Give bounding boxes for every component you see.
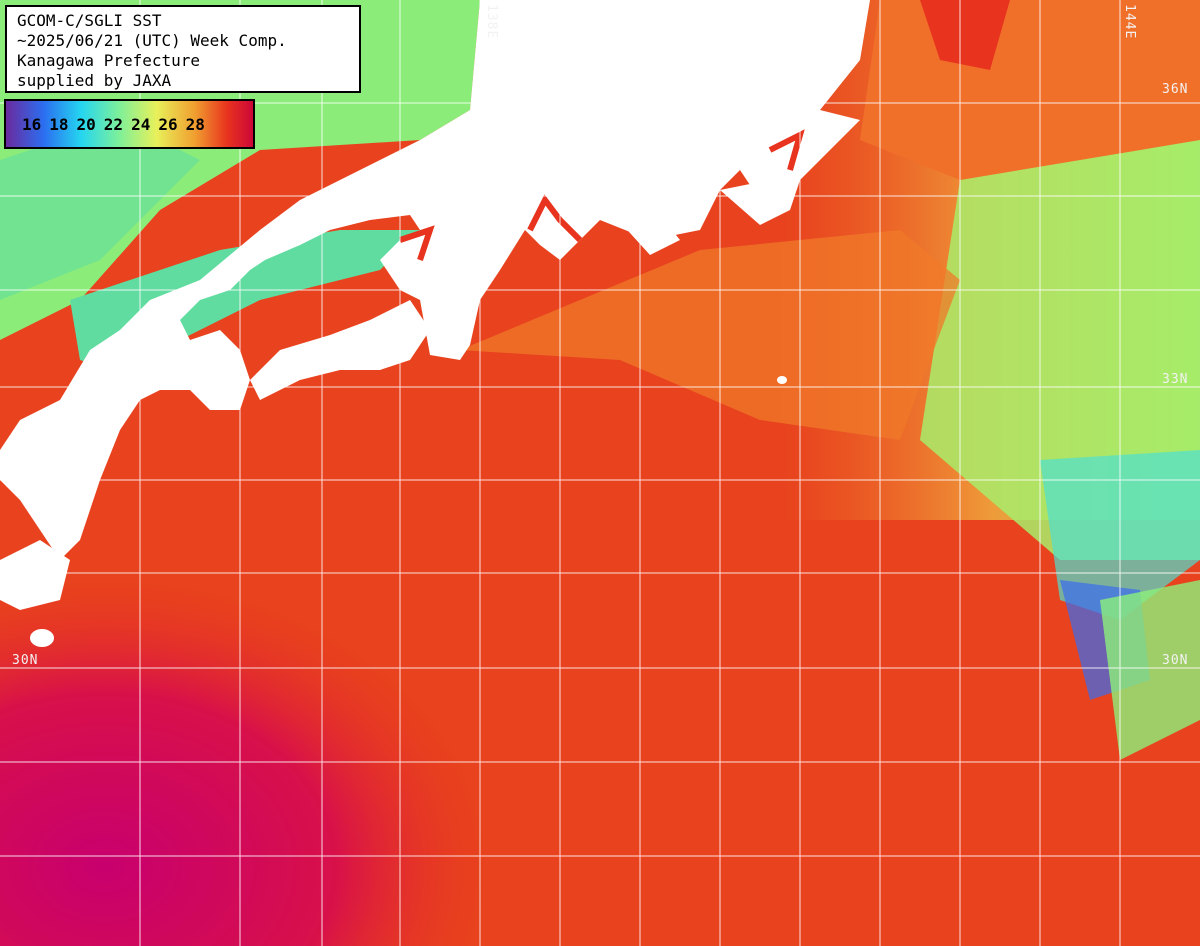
legend-label-16: 16 bbox=[22, 115, 42, 134]
land-izu bbox=[620, 215, 680, 255]
lat-label-36n: 36N bbox=[1162, 82, 1189, 97]
title-box: GCOM-C/SGLI SST ~2025/06/21 (UTC) Week C… bbox=[5, 5, 361, 93]
legend-label-18: 18 bbox=[49, 115, 69, 134]
land-boso bbox=[720, 180, 790, 225]
title-line-2: ~2025/06/21 (UTC) Week Comp. bbox=[17, 31, 287, 50]
lat-label-30n-left: 30N bbox=[12, 653, 39, 668]
color-scale-legend: 16 18 20 22 24 26 28 bbox=[4, 99, 255, 149]
lat-label-30n-right: 30N bbox=[1162, 653, 1189, 668]
land-kii-peninsula bbox=[420, 300, 470, 360]
legend-label-24: 24 bbox=[131, 115, 151, 134]
legend-label-28: 28 bbox=[185, 115, 205, 134]
legend-gradient-bar bbox=[6, 101, 253, 147]
land-island-oki bbox=[480, 156, 500, 184]
lat-label-33n: 33N bbox=[1162, 372, 1189, 387]
legend-label-26: 26 bbox=[158, 115, 178, 134]
coastline-accent-3 bbox=[399, 225, 435, 261]
land-hachijo bbox=[777, 376, 787, 384]
lon-label-144e: 144E bbox=[1122, 4, 1137, 40]
hot-water-region bbox=[0, 420, 700, 946]
coastline-accent bbox=[527, 194, 583, 243]
land-shikoku bbox=[250, 300, 430, 400]
title-line-1: GCOM-C/SGLI SST bbox=[17, 11, 162, 30]
land-kyushu-islands bbox=[0, 540, 70, 610]
title-line-3: Kanagawa Prefecture bbox=[17, 51, 201, 70]
legend-label-22: 22 bbox=[103, 115, 124, 134]
legend-labels: 16 18 20 22 24 26 28 bbox=[22, 115, 205, 134]
legend-label-20: 20 bbox=[76, 115, 96, 134]
land-honshu bbox=[0, 0, 870, 560]
lon-label-138e: 138E bbox=[484, 4, 499, 40]
title-line-4: supplied by JAXA bbox=[17, 71, 172, 90]
land-tanegashima bbox=[30, 629, 54, 647]
pacific-ne-red bbox=[920, 0, 1010, 70]
east-green-patch bbox=[1100, 580, 1200, 760]
northwest-sea-cool bbox=[0, 120, 200, 300]
